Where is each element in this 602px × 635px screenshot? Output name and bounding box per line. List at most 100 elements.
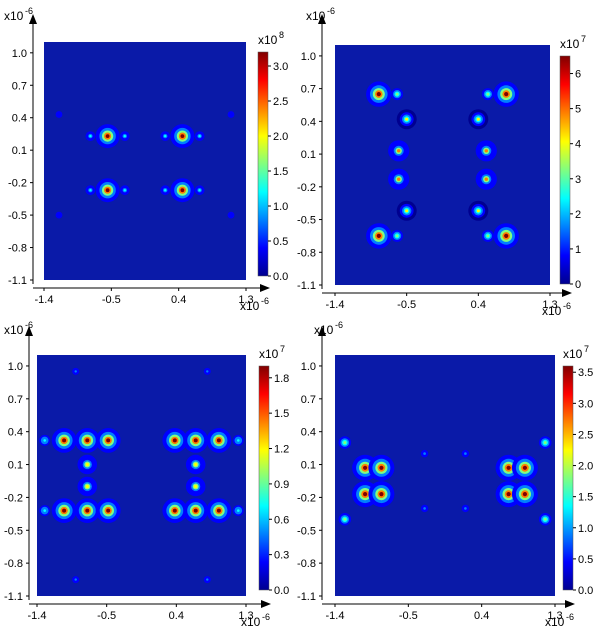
hotspot [164,189,167,192]
colorbar-tick-label: 3.5 [578,367,593,379]
heatmap-panel-1: 1.0 0.7 0.4 0.1 -0.2 -0.5 -0.8 -1.1 -1.4 -0.5 0.4 1… [4,6,288,313]
x-exponent-label: x10 [241,615,261,629]
heatmap-panel-4: 1.0 0.7 0.4 0.1 -0.2 -0.5 -0.8 -1.1 -1.4 -0.5 0.4 1… [297,320,593,629]
colorbar-tick-label: 0.3 [274,550,289,562]
y-tick-label: -0.2 [8,178,27,190]
colorbar-tick-label: 4 [575,139,581,151]
colorbar-gradient [258,365,270,591]
plot-background [37,355,246,596]
y-tick-label: -1.1 [297,591,316,603]
hotspot [105,188,110,193]
hotspot [506,492,511,497]
hotspot-layer [55,111,235,219]
hotspot [194,484,198,489]
hotspot [164,134,167,138]
y-exponent-power: -6 [335,320,343,330]
y-tick-label: 0.4 [301,116,316,128]
y-tick-label: 0.1 [12,145,27,157]
hotspot [464,452,467,455]
hotspot [486,234,490,238]
x-tick-label: -1.4 [28,610,47,622]
hotspot [506,465,511,470]
x-tick-label: 1.3 [547,610,562,622]
y-axis-arrow [318,14,326,24]
y-exponent-power: -6 [25,6,33,16]
hotspot [43,439,46,442]
hotspot [363,492,368,497]
y-tick-label: -1.1 [297,280,316,292]
hotspot [123,189,127,192]
x-exponent-power: -6 [566,612,574,622]
heatmap-panel-3: 1.0 0.7 0.4 0.1 -0.2 -0.5 -0.8 -1.1 -1.4 -0.5 0.4 1… [4,320,289,629]
colorbar-tick-label: 0.9 [274,479,289,491]
colorbar-tick-label: 0.0 [274,585,289,597]
y-axis-arrow [318,326,326,336]
colorbar-exponent-label: x10 [563,347,583,361]
x-axis-arrow [260,284,270,292]
hotspot [193,508,198,513]
colorbar-tick-label: 3.0 [578,398,593,410]
hotspot [85,508,90,513]
colorbar-exponent-power: 7 [581,34,586,44]
axes: 1.0 0.7 0.4 0.1 -0.2 -0.5 -0.8 -1.1 -1.4 -0.5 0.4 1… [4,6,270,313]
colorbar-tick-label: 0 [575,279,581,291]
x-tick-label: -1.4 [326,610,345,622]
colorbar: 3.0 2.5 2.0 1.5 1.0 0.5 0.0 x10 8 [257,30,288,283]
hotspot [476,209,480,213]
hotspot [237,439,240,442]
hotspot [476,117,480,121]
hotspot [405,209,409,213]
colorbar-tick-label: 1.0 [578,523,593,535]
hotspot [379,465,384,470]
y-tick-label: 0.4 [8,427,23,439]
colorbar-exponent-label: x10 [258,33,278,47]
hotspot [198,134,201,138]
hotspot [198,189,201,192]
x-axis-arrow [261,600,271,608]
colorbar-exponent-power: 7 [280,344,285,354]
y-tick-label: 1.0 [12,48,27,60]
hotspot [180,188,185,193]
y-axis-arrow [29,14,37,24]
hotspot [522,492,528,497]
x-exponent-label: x10 [240,299,260,313]
colorbar-tick-label: 1.5 [274,408,289,420]
y-tick-label: -0.5 [8,210,27,222]
colorbar-gradient [559,55,571,285]
x-tick-label: -0.5 [102,294,121,306]
y-tick-label: -0.5 [297,525,316,537]
hotspot [464,507,467,510]
colorbar-tick-label: 1.2 [274,444,289,456]
y-exponent-label: x10 [4,323,24,337]
colorbar-tick-label: 2.5 [578,429,593,441]
hotspot [89,134,92,138]
colorbar: 1.8 1.5 1.2 0.9 0.6 0.3 0.0 x10 7 [258,344,289,597]
hotspot [229,113,233,116]
axes: 1.0 0.7 0.4 0.1 -0.2 -0.5 -0.8 -1.1 -1.4 -0.5 0.4 1… [297,320,575,629]
hotspot [484,177,488,181]
x-exponent-label: x10 [542,304,562,318]
hotspot [57,113,61,116]
colorbar-exponent-label: x10 [560,37,580,51]
hotspot [193,438,198,443]
colorbar: 3.5 3.0 2.5 2.0 1.5 1.0 0.5 0.0 x10 7 [562,344,593,597]
x-tick-label: 0.4 [169,610,184,622]
colorbar-gradient [562,365,574,591]
colorbar-exponent-label: x10 [259,347,279,361]
hotspot [423,452,426,455]
x-exponent-power: -6 [262,612,270,622]
hotspot [397,149,401,153]
colorbar-tick-label: 0.0 [578,585,593,597]
y-tick-label: -0.2 [297,182,316,194]
hotspot [194,462,198,467]
x-tick-label: -1.4 [326,299,345,311]
y-exponent-label: x10 [314,323,334,337]
heatmap-panel-2: 1.0 0.7 0.4 0.1 -0.2 -0.5 -0.8 -1.1 -1.4 -0.5 0.4 1… [297,6,586,318]
y-exponent-label: x10 [4,9,24,23]
hotspot [106,438,111,443]
x-tick-label: -0.5 [397,299,416,311]
colorbar-tick-label: 2 [575,209,581,221]
hotspot [74,370,77,373]
y-tick-label: -1.1 [8,275,27,287]
hotspot [376,233,381,238]
